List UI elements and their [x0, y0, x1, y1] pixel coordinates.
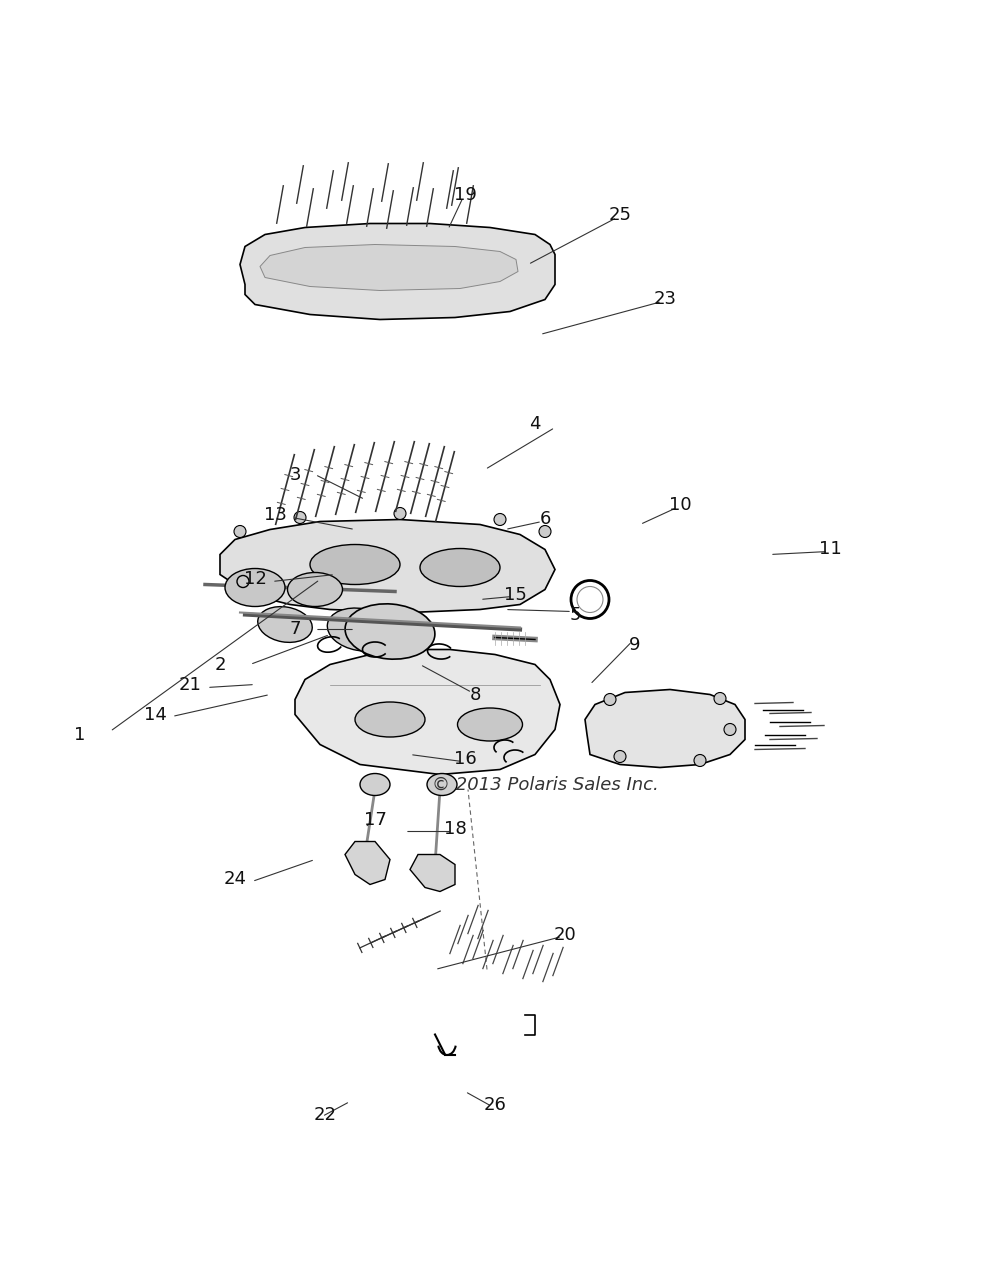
- Text: 20: 20: [554, 926, 576, 944]
- Polygon shape: [240, 224, 555, 320]
- Ellipse shape: [360, 774, 390, 796]
- Text: 8: 8: [469, 686, 481, 703]
- Polygon shape: [295, 650, 560, 775]
- Text: 19: 19: [454, 185, 476, 203]
- Ellipse shape: [458, 709, 522, 741]
- Circle shape: [539, 526, 551, 537]
- Ellipse shape: [288, 573, 342, 606]
- Polygon shape: [585, 689, 745, 767]
- Text: 7: 7: [289, 620, 301, 638]
- Text: 18: 18: [444, 821, 466, 839]
- Circle shape: [724, 724, 736, 735]
- Text: 25: 25: [608, 206, 632, 224]
- Polygon shape: [260, 244, 518, 290]
- Circle shape: [237, 576, 249, 587]
- Ellipse shape: [258, 606, 312, 642]
- Circle shape: [714, 692, 726, 705]
- Ellipse shape: [345, 604, 435, 659]
- Text: 3: 3: [289, 466, 301, 483]
- Text: 10: 10: [669, 495, 691, 513]
- Circle shape: [294, 512, 306, 523]
- Text: 9: 9: [629, 636, 641, 654]
- Text: 1: 1: [74, 725, 86, 743]
- Text: 17: 17: [364, 811, 386, 829]
- Text: 5: 5: [569, 605, 581, 623]
- Text: 23: 23: [654, 290, 676, 308]
- Circle shape: [604, 693, 616, 706]
- Circle shape: [494, 513, 506, 526]
- Polygon shape: [410, 854, 455, 891]
- Ellipse shape: [225, 568, 285, 606]
- Ellipse shape: [420, 549, 500, 587]
- Polygon shape: [220, 519, 555, 613]
- Text: 2: 2: [214, 656, 226, 674]
- Polygon shape: [345, 842, 390, 885]
- Text: 14: 14: [144, 706, 166, 724]
- Ellipse shape: [310, 545, 400, 585]
- Ellipse shape: [355, 702, 425, 737]
- Text: 15: 15: [504, 586, 526, 604]
- Text: 6: 6: [539, 510, 551, 528]
- Ellipse shape: [427, 774, 457, 796]
- Text: 26: 26: [484, 1096, 506, 1114]
- Ellipse shape: [327, 608, 393, 651]
- Text: 16: 16: [454, 751, 476, 769]
- Text: 4: 4: [529, 416, 541, 434]
- Text: 24: 24: [224, 871, 246, 889]
- Text: 21: 21: [179, 675, 201, 693]
- Circle shape: [234, 526, 246, 537]
- Circle shape: [614, 751, 626, 762]
- Circle shape: [694, 755, 706, 766]
- Circle shape: [394, 508, 406, 519]
- Text: 13: 13: [264, 505, 286, 523]
- Text: 12: 12: [244, 570, 266, 588]
- Text: 11: 11: [819, 541, 841, 559]
- Text: 22: 22: [314, 1105, 336, 1123]
- Text: © 2013 Polaris Sales Inc.: © 2013 Polaris Sales Inc.: [432, 775, 658, 793]
